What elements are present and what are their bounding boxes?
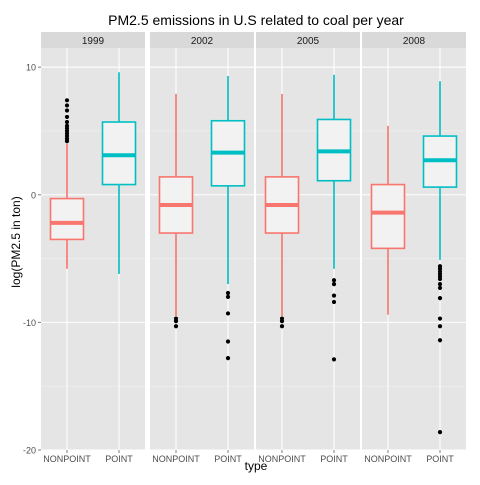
box-body bbox=[49, 197, 85, 241]
outlier-point bbox=[279, 324, 285, 329]
y-tick-label: 10 bbox=[26, 63, 36, 73]
facet-panel-1999: 1999 NONPOINT POINT bbox=[41, 32, 145, 464]
outlier-point bbox=[173, 324, 179, 329]
box-2005-point bbox=[316, 74, 352, 362]
y-tick-label: -10 bbox=[23, 318, 36, 328]
facet-strip-label: 2008 bbox=[403, 36, 426, 47]
outlier-point bbox=[64, 103, 70, 108]
box-2008-nonpoint bbox=[370, 125, 406, 315]
x-tick-label: NONPOINT bbox=[364, 454, 412, 464]
outlier-point bbox=[437, 296, 443, 301]
facet-panel-2002: 2002 NONPOINT POINT bbox=[150, 32, 254, 464]
y-axis-label: log(PM2.5 in ton) bbox=[9, 196, 23, 287]
x-tick-label: POINT bbox=[214, 454, 242, 464]
box-2002-point bbox=[210, 76, 246, 361]
outlier-point bbox=[331, 281, 337, 287]
x-tick-label: NONPOINT bbox=[152, 454, 200, 464]
outlier-point bbox=[64, 98, 70, 103]
outlier-point bbox=[64, 108, 70, 113]
outlier-point bbox=[437, 276, 443, 282]
outlier-point bbox=[225, 356, 231, 361]
x-tick-label: POINT bbox=[320, 454, 348, 464]
outlier-point bbox=[331, 299, 337, 305]
panel-background bbox=[41, 48, 145, 450]
facet-strip-label: 2002 bbox=[191, 36, 214, 47]
outlier-point bbox=[225, 339, 231, 344]
outlier-point bbox=[437, 430, 443, 435]
y-tick-label: -20 bbox=[23, 446, 36, 456]
facet-strip bbox=[256, 32, 360, 48]
outlier-point bbox=[331, 357, 337, 362]
facet-panel-2005: 2005 NONPOINT POINT bbox=[256, 32, 360, 464]
x-tick-label: NONPOINT bbox=[43, 454, 91, 464]
facet-strip bbox=[41, 32, 145, 48]
x-tick-label: POINT bbox=[105, 454, 133, 464]
y-tick-label: 0 bbox=[31, 190, 36, 200]
panel-background bbox=[256, 48, 360, 450]
facet-strip-label: 2005 bbox=[297, 36, 320, 47]
outlier-point bbox=[225, 290, 231, 296]
box-1999-nonpoint bbox=[49, 98, 85, 269]
outlier-point bbox=[279, 319, 285, 324]
panel-background bbox=[150, 48, 254, 450]
outlier-point bbox=[331, 293, 337, 298]
facet-strip bbox=[150, 32, 254, 48]
facet-strip-label: 1999 bbox=[82, 36, 105, 47]
box-2002-nonpoint bbox=[158, 93, 194, 329]
outlier-point bbox=[64, 114, 70, 120]
y-axis: -20 -10 0 10 bbox=[23, 63, 41, 456]
outlier-point bbox=[225, 311, 231, 316]
outlier-point bbox=[173, 319, 179, 324]
box-body bbox=[370, 183, 406, 250]
x-tick-label: POINT bbox=[426, 454, 454, 464]
chart-title: PM2.5 emissions in U.S related to coal p… bbox=[108, 12, 404, 28]
facet-panel-2008: 2008 NONPOINT POINT bbox=[362, 32, 466, 464]
outlier-point bbox=[437, 324, 443, 329]
outlier-point bbox=[64, 123, 70, 128]
box-2008-point bbox=[422, 81, 458, 435]
outlier-point bbox=[437, 285, 443, 291]
facet-panels: 1999 NONPOINT POINT 2002 NONPOINT POINT 2005 NO… bbox=[41, 32, 466, 464]
outlier-point bbox=[64, 119, 70, 125]
outlier-point bbox=[225, 294, 231, 299]
outlier-point bbox=[437, 316, 443, 321]
box-2005-nonpoint bbox=[264, 93, 300, 329]
x-tick-label: NONPOINT bbox=[258, 454, 306, 464]
outlier-point bbox=[331, 278, 337, 283]
x-axis-label: type bbox=[245, 459, 268, 473]
outlier-point bbox=[437, 281, 443, 287]
outlier-point bbox=[437, 338, 443, 343]
facet-strip bbox=[362, 32, 466, 48]
box-1999-point bbox=[101, 72, 137, 274]
